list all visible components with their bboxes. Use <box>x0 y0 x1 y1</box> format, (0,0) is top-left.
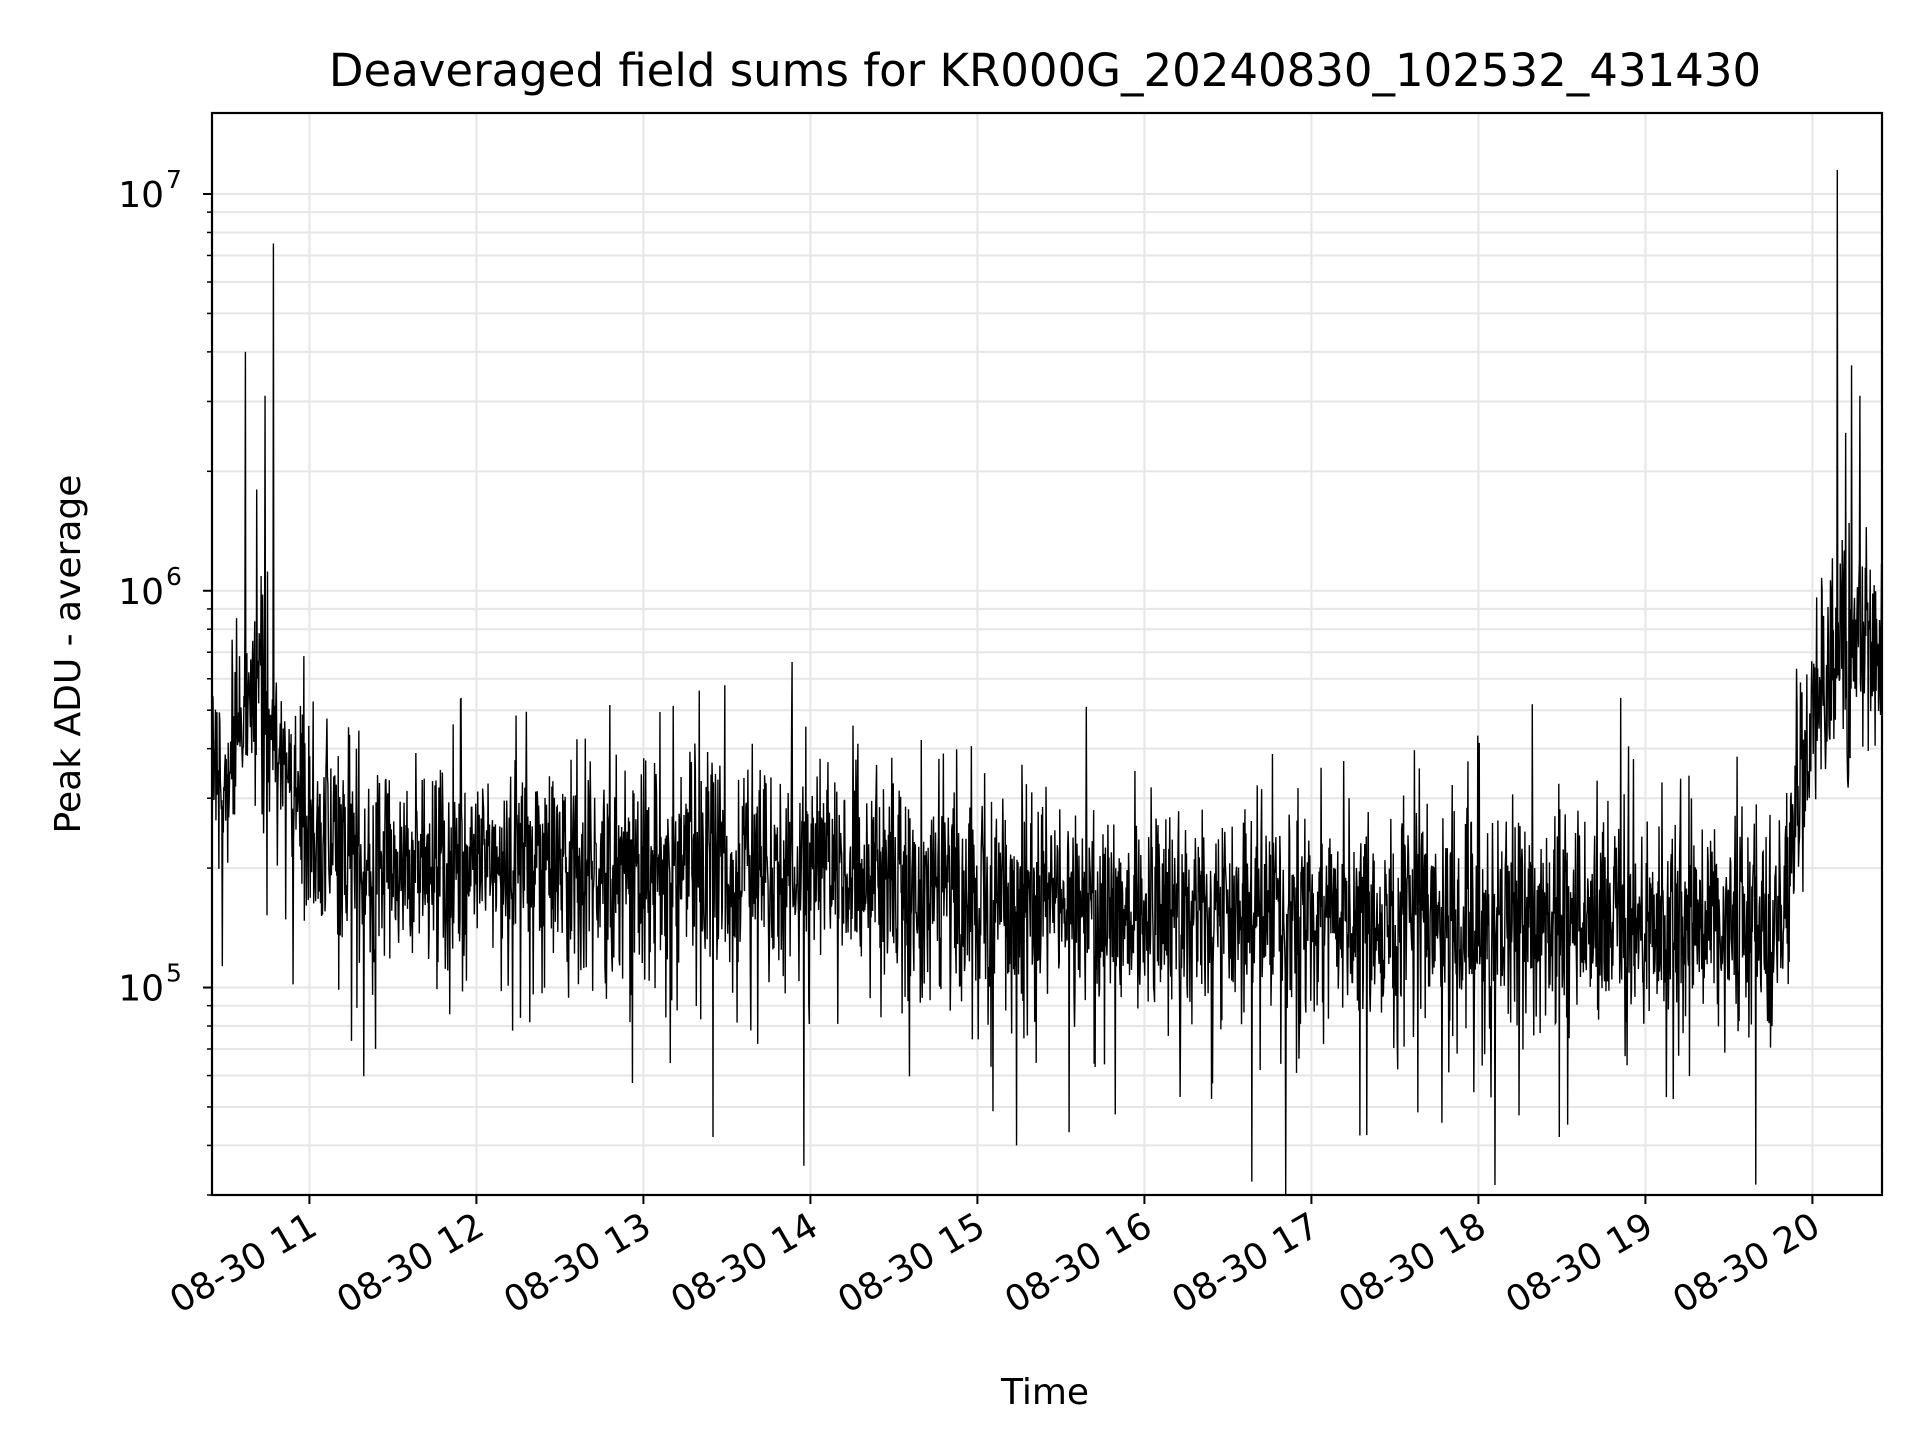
data-layer <box>211 169 1883 1196</box>
x-axis-label: Time <box>1000 1372 1089 1413</box>
y-tick-exponent: 7 <box>166 165 182 194</box>
y-tick-label: 10 <box>118 175 164 216</box>
y-tick-exponent: 5 <box>166 959 182 988</box>
grid <box>212 113 1882 1196</box>
series-line <box>211 169 1883 1196</box>
y-axis-label: Peak ADU - average <box>48 475 89 834</box>
plot-frame <box>210 111 1884 1197</box>
chart-title: Deaveraged field sums for KR000G_2024083… <box>329 44 1761 97</box>
y-tick-exponent: 6 <box>166 562 182 591</box>
y-tick-label: 10 <box>118 572 164 613</box>
y-tick-label: 10 <box>118 969 164 1010</box>
